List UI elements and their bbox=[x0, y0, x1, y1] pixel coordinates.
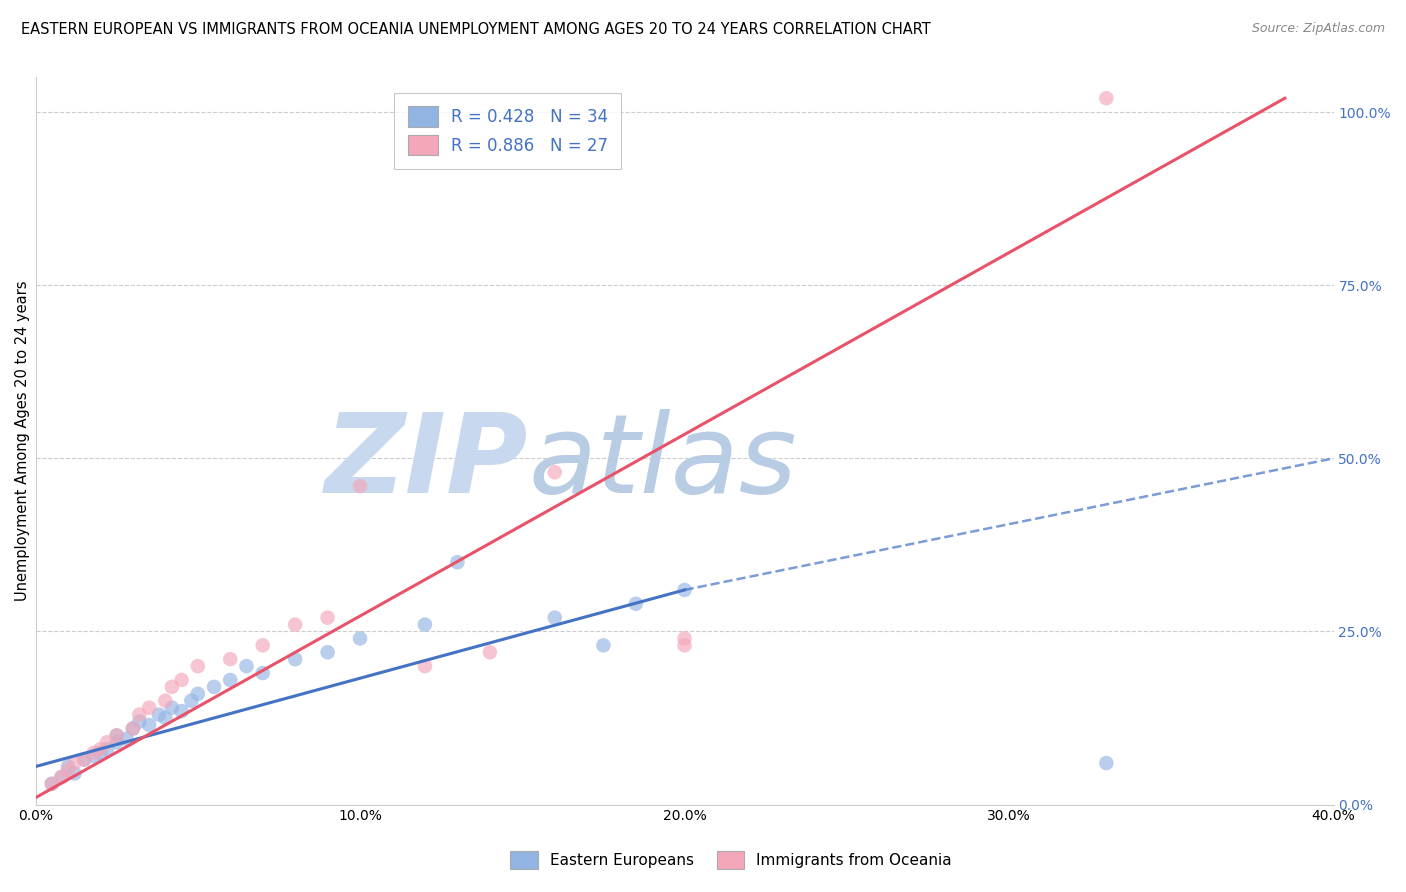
Point bbox=[41, 777, 63, 791]
Text: Source: ZipAtlas.com: Source: ZipAtlas.com bbox=[1251, 22, 1385, 36]
Point bbox=[170, 704, 193, 718]
Point bbox=[1095, 756, 1118, 770]
Point bbox=[202, 680, 225, 694]
Point bbox=[349, 479, 371, 493]
Point bbox=[128, 707, 150, 722]
Point bbox=[673, 632, 696, 646]
Point bbox=[219, 652, 242, 666]
Text: atlas: atlas bbox=[529, 409, 797, 516]
Text: EASTERN EUROPEAN VS IMMIGRANTS FROM OCEANIA UNEMPLOYMENT AMONG AGES 20 TO 24 YEA: EASTERN EUROPEAN VS IMMIGRANTS FROM OCEA… bbox=[21, 22, 931, 37]
Point bbox=[592, 638, 614, 652]
Point bbox=[673, 582, 696, 597]
Point bbox=[105, 728, 128, 742]
Point bbox=[187, 687, 209, 701]
Point bbox=[148, 707, 170, 722]
Point bbox=[73, 753, 96, 767]
Point bbox=[41, 777, 63, 791]
Point bbox=[187, 659, 209, 673]
Point bbox=[56, 759, 79, 773]
Y-axis label: Unemployment Among Ages 20 to 24 years: Unemployment Among Ages 20 to 24 years bbox=[15, 281, 30, 601]
Point bbox=[63, 766, 86, 780]
Point bbox=[284, 617, 307, 632]
Point bbox=[170, 673, 193, 687]
Point bbox=[51, 770, 73, 784]
Point bbox=[160, 700, 183, 714]
Point bbox=[83, 746, 105, 760]
Legend: Eastern Europeans, Immigrants from Oceania: Eastern Europeans, Immigrants from Ocean… bbox=[503, 845, 959, 875]
Point bbox=[56, 763, 79, 777]
Point bbox=[252, 638, 274, 652]
Point bbox=[89, 746, 111, 760]
Point bbox=[105, 728, 128, 742]
Point bbox=[160, 680, 183, 694]
Point bbox=[105, 735, 128, 749]
Point bbox=[180, 694, 202, 708]
Text: ZIP: ZIP bbox=[325, 409, 529, 516]
Point bbox=[155, 694, 177, 708]
Point bbox=[252, 666, 274, 681]
Point bbox=[544, 610, 567, 624]
Point bbox=[316, 610, 339, 624]
Point bbox=[155, 711, 177, 725]
Point bbox=[673, 638, 696, 652]
Point bbox=[624, 597, 647, 611]
Point bbox=[138, 718, 160, 732]
Point bbox=[73, 753, 96, 767]
Point bbox=[316, 645, 339, 659]
Point bbox=[96, 735, 118, 749]
Point bbox=[128, 714, 150, 729]
Point bbox=[235, 659, 257, 673]
Point bbox=[349, 632, 371, 646]
Point bbox=[63, 756, 86, 770]
Point bbox=[413, 659, 436, 673]
Point bbox=[89, 742, 111, 756]
Point bbox=[51, 770, 73, 784]
Point bbox=[122, 722, 145, 736]
Point bbox=[115, 731, 138, 746]
Point bbox=[284, 652, 307, 666]
Point bbox=[413, 617, 436, 632]
Point bbox=[544, 465, 567, 479]
Point bbox=[446, 555, 468, 569]
Point bbox=[138, 700, 160, 714]
Point bbox=[96, 742, 118, 756]
Point bbox=[83, 749, 105, 764]
Point bbox=[1095, 91, 1118, 105]
Point bbox=[478, 645, 501, 659]
Point bbox=[219, 673, 242, 687]
Point bbox=[122, 722, 145, 736]
Legend: R = 0.428   N = 34, R = 0.886   N = 27: R = 0.428 N = 34, R = 0.886 N = 27 bbox=[394, 93, 621, 169]
